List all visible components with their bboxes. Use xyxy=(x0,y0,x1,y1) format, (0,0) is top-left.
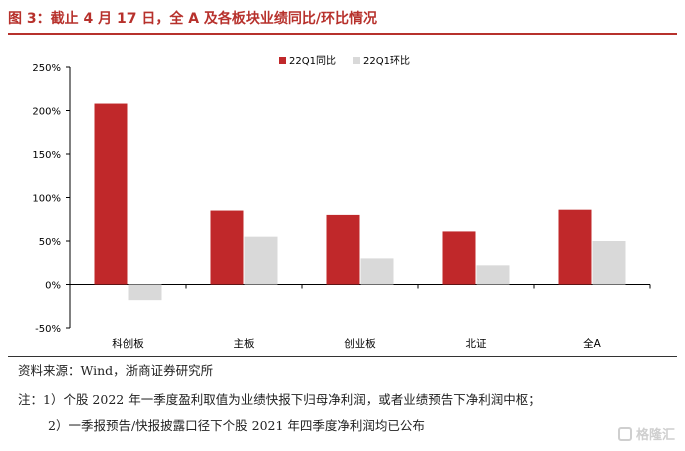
x-category-label: 主板 xyxy=(234,337,255,350)
watermark: 格隆汇 xyxy=(617,424,675,443)
bar-qoq xyxy=(128,284,162,301)
y-tick-label: 200% xyxy=(32,107,61,118)
watermark-text: 格隆汇 xyxy=(635,428,675,443)
x-category-label: 创业板 xyxy=(344,337,376,350)
y-tick-label: 150% xyxy=(32,150,61,161)
bar-yoy xyxy=(210,210,244,285)
source-rule xyxy=(8,356,677,357)
bar-qoq xyxy=(244,236,278,285)
bar-chart: -50% 0% 50% 100% 150% 200% 250% 科创板 主板 创业板 北证 全A 22Q… xyxy=(32,55,651,350)
bar-yoy xyxy=(442,231,476,285)
x-category-label: 科创板 xyxy=(112,337,144,350)
bar-yoy xyxy=(558,209,592,285)
x-category-label: 全A xyxy=(583,337,601,350)
y-tick-label: 100% xyxy=(32,194,61,205)
legend-swatch xyxy=(279,57,286,64)
figure-title: 图 3：截止 4 月 17 日，全 A 及各板块业绩同比/环比情况 xyxy=(8,11,378,27)
legend-label: 22Q1同比 xyxy=(289,55,336,67)
y-tick-label: -50% xyxy=(35,324,61,335)
y-tick-label: 0% xyxy=(45,281,61,292)
y-tick-label: 250% xyxy=(32,63,61,74)
bar-qoq xyxy=(476,265,510,285)
note-line-1: 注：1）个股 2022 年一季度盈利取值为业绩快报下归母净利润，或者业绩预告下净… xyxy=(18,392,541,407)
source-text: 资料来源：Wind，浙商证券研究所 xyxy=(18,363,214,378)
y-tick-label: 50% xyxy=(39,237,61,248)
title-rule xyxy=(8,33,677,35)
bar-yoy xyxy=(326,214,360,285)
watermark-logo-icon xyxy=(617,426,632,441)
bar-yoy xyxy=(94,103,128,285)
note-line-2: 2）一季报预告/快报披露口径下个股 2021 年四季度净利润均已公布 xyxy=(48,418,425,433)
bar-qoq xyxy=(592,241,626,285)
legend-label: 22Q1环比 xyxy=(363,55,410,67)
bar-qoq xyxy=(360,258,394,285)
x-category-label: 北证 xyxy=(466,338,487,350)
legend-swatch xyxy=(353,57,360,64)
